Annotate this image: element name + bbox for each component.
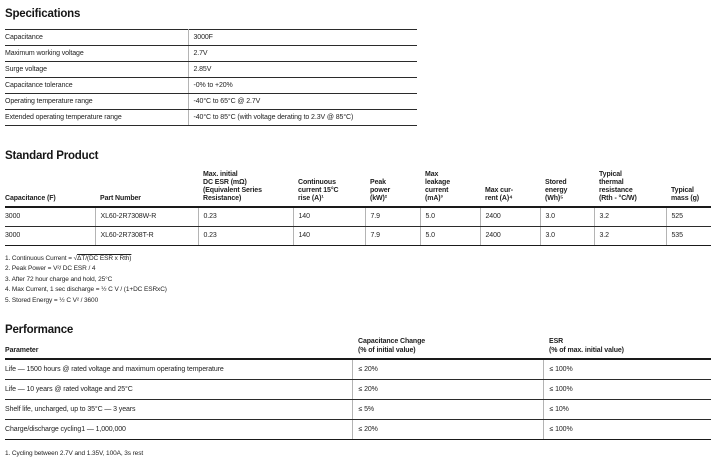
std-cell-leakage-current: 5.0 [419, 207, 480, 227]
spec-row: Surge voltage 2.85V [5, 61, 417, 78]
std-cell-capacitance: 3000 [5, 226, 95, 246]
perf-cell-capacitance-change: ≤ 5% [351, 399, 543, 420]
std-cell-esr: 0.23 [197, 226, 293, 246]
footnote: 1. Continuous Current = √ΔT/(DC ESR x Rt… [5, 254, 711, 265]
spec-value: 3000F [187, 29, 417, 46]
std-col-header: Typical thermal resistance (Rth - °C/W) [594, 162, 666, 208]
std-cell-mass: 525 [665, 207, 711, 227]
perf-cell-parameter: Life — 10 years @ rated voltage and 25°C [5, 379, 352, 400]
footnote-text: 2. Peak Power = V²/ DC ESR / 4 [5, 265, 96, 272]
perf-data-row: Life — 1500 hours @ rated voltage and ma… [5, 359, 711, 380]
footnote: 2. Peak Power = V²/ DC ESR / 4 [5, 264, 711, 275]
spec-row: Capacitance tolerance -0% to +20% [5, 77, 417, 94]
spec-value: -40°C to 85°C (with voltage derating to … [187, 109, 417, 126]
std-col-header: Stored energy (Wh)⁵ [540, 162, 594, 208]
spec-label: Extended operating temperature range [5, 109, 188, 126]
spec-row: Extended operating temperature range -40… [5, 109, 417, 126]
performance-title: Performance [5, 324, 74, 336]
std-col-header: Peak power (kW)² [365, 162, 420, 208]
std-cell-peak-power: 7.9 [364, 207, 420, 227]
spec-row: Operating temperature range -40°C to 65°… [5, 93, 417, 110]
performance-footnote: 1. Cycling between 2.7V and 1.35V, 100A,… [5, 449, 144, 457]
footnote: 4. Max Current, 1 sec discharge = ½ C V … [5, 285, 711, 296]
std-cell-stored-energy: 3.0 [539, 226, 594, 246]
std-col-header: Capacitance (F) [5, 162, 95, 208]
perf-data-row: Shelf life, uncharged, up to 35°C — 3 ye… [5, 399, 711, 420]
std-data-row: 3000 XL60-2R7308T-R 0.23 140 7.9 5.0 240… [5, 226, 711, 246]
spec-row: Capacitance 3000F [5, 29, 417, 46]
specifications-title: Specifications [5, 8, 81, 20]
std-cell-peak-power: 7.9 [364, 226, 420, 246]
footnote-text: 4. Max Current, 1 sec discharge = ½ C V … [5, 286, 167, 293]
perf-cell-esr: ≤ 100% [542, 379, 711, 400]
perf-cell-parameter: Shelf life, uncharged, up to 35°C — 3 ye… [5, 399, 352, 420]
std-data-row: 3000 XL60-2R7308W-R 0.23 140 7.9 5.0 240… [5, 207, 711, 227]
std-col-header: Max leakage current (mA)³ [420, 162, 480, 208]
std-col-header: Max. initial DC ESR (mΩ) (Equivalent Ser… [198, 162, 293, 208]
spec-label: Surge voltage [5, 61, 188, 78]
spec-value: -0% to +20% [187, 77, 417, 94]
spec-value: 2.7V [187, 45, 417, 62]
standard-product-footnotes: 1. Continuous Current = √ΔT/(DC ESR x Rt… [5, 254, 711, 307]
perf-header-row: Parameter Capacitance Change (% of initi… [5, 337, 711, 360]
footnote-text: 1. Continuous Current = √ [5, 254, 78, 262]
perf-cell-capacitance-change: ≤ 20% [351, 359, 543, 380]
spec-value: 2.85V [187, 61, 417, 78]
footnote-text: 5. Stored Energy = ½ C V² / 3600 [5, 296, 99, 304]
std-cell-stored-energy: 3.0 [539, 207, 594, 227]
perf-col-parameter: Parameter [5, 337, 352, 360]
perf-col-capacitance-change: Capacitance Change (% of initial value) [352, 337, 543, 360]
std-cell-thermal-resistance: 3.2 [593, 207, 666, 227]
std-cell-mass: 535 [665, 226, 711, 246]
datasheet-page: Specifications Capacitance 3000F Maximum… [5, 8, 711, 457]
standard-product-title: Standard Product [5, 150, 99, 162]
std-cell-thermal-resistance: 3.2 [593, 226, 666, 246]
spec-label: Maximum working voltage [5, 45, 188, 62]
perf-data-row: Charge/discharge cycling1 — 1,000,000 ≤ … [5, 419, 711, 440]
spec-row: Maximum working voltage 2.7V [5, 45, 417, 62]
std-col-header: Part Number [95, 162, 198, 208]
std-col-header: Typical mass (g) [666, 162, 711, 208]
std-cell-continuous-current: 140 [292, 207, 365, 227]
spec-label: Capacitance tolerance [5, 77, 188, 94]
perf-cell-parameter: Life — 1500 hours @ rated voltage and ma… [5, 359, 352, 380]
spec-label: Operating temperature range [5, 93, 188, 110]
perf-col-esr: ESR (% of max. initial value) [543, 337, 711, 360]
perf-cell-esr: ≤ 100% [542, 359, 711, 380]
spec-value: -40°C to 65°C @ 2.7V [187, 93, 417, 110]
footnote: 3. After 72 hour charge and hold, 25°C [5, 275, 711, 286]
std-cell-esr: 0.23 [197, 207, 293, 227]
perf-cell-capacitance-change: ≤ 20% [351, 419, 543, 440]
std-cell-part-number: XL60-2R7308W-R [94, 207, 198, 227]
std-cell-max-current: 2400 [479, 226, 540, 246]
footnote-radicand: ΔT/(DC ESR x Rth) [77, 254, 132, 262]
std-col-header: Max cur- rent (A)⁴ [480, 162, 540, 208]
std-header-row: Capacitance (F) Part Number Max. initial… [5, 162, 711, 208]
std-cell-continuous-current: 140 [292, 226, 365, 246]
perf-cell-esr: ≤ 10% [542, 399, 711, 420]
std-cell-capacitance: 3000 [5, 207, 95, 227]
std-cell-part-number: XL60-2R7308T-R [94, 226, 198, 246]
footnote-text: 3. After 72 hour charge and hold, 25°C [5, 275, 113, 283]
perf-cell-capacitance-change: ≤ 20% [351, 379, 543, 400]
footnote: 5. Stored Energy = ½ C V² / 3600 [5, 296, 711, 307]
std-cell-max-current: 2400 [479, 207, 540, 227]
perf-cell-esr: ≤ 100% [542, 419, 711, 440]
perf-data-row: Life — 10 years @ rated voltage and 25°C… [5, 379, 711, 400]
standard-product-table: Capacitance (F) Part Number Max. initial… [5, 162, 711, 246]
spec-label: Capacitance [5, 29, 188, 46]
specifications-table: Capacitance 3000F Maximum working voltag… [5, 29, 417, 126]
std-col-header: Continuous current 15°C rise (A)¹ [293, 162, 365, 208]
std-cell-leakage-current: 5.0 [419, 226, 480, 246]
performance-table: Parameter Capacitance Change (% of initi… [5, 337, 711, 440]
perf-cell-parameter: Charge/discharge cycling1 — 1,000,000 [5, 419, 352, 440]
